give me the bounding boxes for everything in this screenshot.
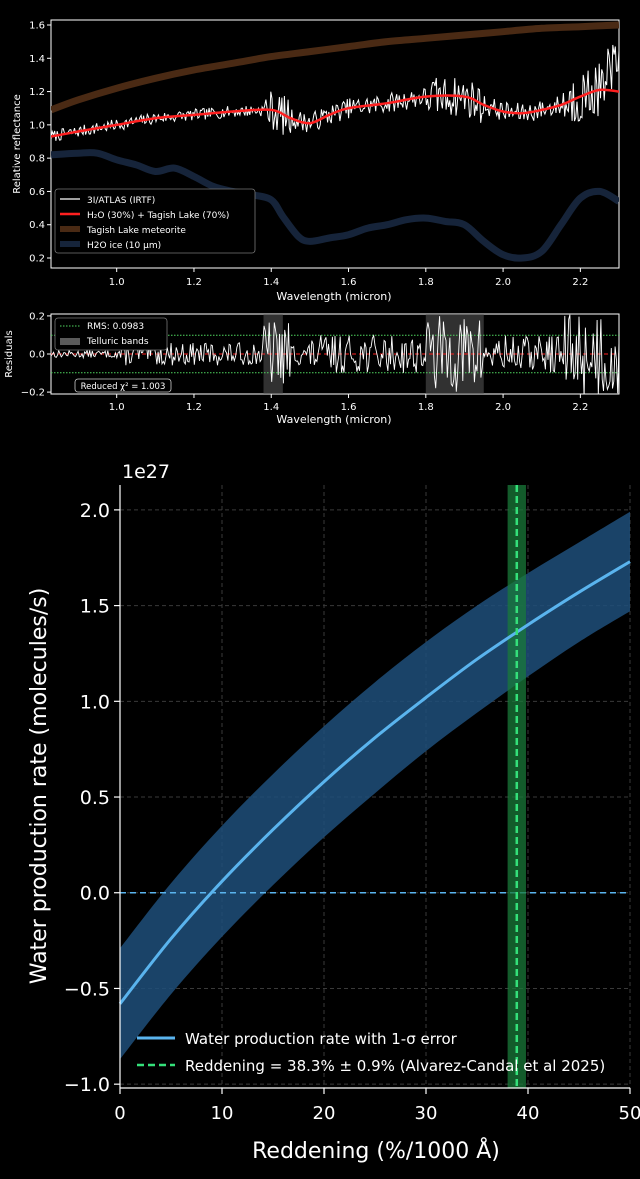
water-xtick-label: 40 xyxy=(517,1103,540,1124)
reflectance-xtick-label: 1.0 xyxy=(109,277,125,288)
water-error-band xyxy=(120,511,630,1060)
reflectance-xtick-label: 1.8 xyxy=(418,277,434,288)
h2o-ice-line xyxy=(51,149,619,262)
model-fit-line xyxy=(51,88,619,138)
residuals-xlabel: Wavelength (micron) xyxy=(276,413,391,426)
water-ytick-label: 0.5 xyxy=(80,787,110,809)
reflectance-legend-box xyxy=(54,188,256,254)
reflectance-curves xyxy=(51,21,619,262)
reflectance-ytick-label: 1.0 xyxy=(29,120,45,131)
residuals-legend: RMS: 0.0983 Telluric bands xyxy=(54,317,168,351)
residuals-panel: 1.0 1.2 1.4 1.6 1.8 2.0 2.2 −0.2 0.0 0.2 Wavelen… xyxy=(4,311,620,426)
water-xtick-label: 50 xyxy=(619,1103,640,1124)
reflectance-xtick-label: 1.4 xyxy=(263,277,279,288)
water-production-line xyxy=(118,560,631,1005)
water-xtick-label: 20 xyxy=(313,1103,336,1124)
reflectance-xtick-label: 1.2 xyxy=(186,277,202,288)
legend-label-model: H₂O (30%) + Tagish Lake (70%) xyxy=(87,211,229,221)
legend-label-reddening: Reddening = 38.3% ± 0.9% (Alvarez-Candal… xyxy=(185,1057,605,1075)
residuals-xtick-label: 1.8 xyxy=(418,402,434,413)
water-legend: Water production rate with 1-σ error Red… xyxy=(137,1030,605,1075)
residuals-ytick-label: 0.0 xyxy=(29,350,45,361)
residuals-xtick-label: 1.6 xyxy=(341,402,357,413)
reflectance-panel: 1.0 1.2 1.4 1.6 1.8 2.0 2.2 0.2 0.4 0.6 0.8 1.0 1.2… xyxy=(12,19,620,303)
water-ytick-label: −0.5 xyxy=(64,978,110,1000)
residuals-xtick-label: 1.4 xyxy=(263,402,279,413)
atlas-spectrum-line xyxy=(51,44,619,141)
legend-label-telluric: Telluric bands xyxy=(86,337,149,347)
legend-label-ice: H2O ice (10 μm) xyxy=(87,241,161,251)
water-production-panel: 0 10 20 30 40 50 −1.0 −0.5 0.0 0.5 1.0 1.5 2.0 1e27… xyxy=(27,461,640,1164)
water-ylabel: Water production rate (molecules/s) xyxy=(27,588,52,985)
reflectance-ytick-label: 1.2 xyxy=(29,87,45,98)
water-xtick-label: 30 xyxy=(415,1103,438,1124)
water-ytick-label: 2.0 xyxy=(80,500,110,522)
water-ytick-label: 1.5 xyxy=(80,596,110,618)
residuals-ytick-label: 0.2 xyxy=(29,311,45,322)
reflectance-xtick-label: 2.0 xyxy=(495,277,511,288)
residuals-xtick-label: 1.0 xyxy=(109,402,125,413)
reflectance-ylabel: Relative reflectance xyxy=(12,94,23,194)
chi-square-annotation: Reduced χ² = 1.003 xyxy=(81,382,166,392)
water-ytick-label: 1.0 xyxy=(80,691,110,713)
reflectance-ytick-label: 0.6 xyxy=(29,187,45,198)
reflectance-ytick-label: 0.2 xyxy=(29,254,45,265)
reflectance-ytick-label: 1.6 xyxy=(29,20,45,31)
legend-swatch-telluric xyxy=(60,338,80,345)
residuals-xtick-label: 1.2 xyxy=(186,402,202,413)
residuals-legend-box xyxy=(54,317,168,351)
tagish-lake-line xyxy=(51,21,619,114)
reflectance-ytick-label: 1.4 xyxy=(29,54,45,65)
offset-label: 1e27 xyxy=(122,461,170,483)
legend-label-tagish: Tagish Lake meteorite xyxy=(86,226,186,236)
telluric-band xyxy=(425,314,484,394)
residuals-curves xyxy=(51,314,619,394)
legend-label-atlas: 3I/ATLAS (IRTF) xyxy=(87,196,155,206)
reflectance-ytick-label: 0.8 xyxy=(29,154,45,165)
residuals-ylabel: Residuals xyxy=(4,330,15,377)
reflectance-xlabel: Wavelength (micron) xyxy=(276,290,391,303)
legend-label-water: Water production rate with 1-σ error xyxy=(185,1030,458,1048)
reflectance-xtick-label: 2.2 xyxy=(572,277,588,288)
water-xtick-label: 0 xyxy=(114,1103,125,1124)
residuals-xtick-label: 2.2 xyxy=(572,402,588,413)
chi-square-box xyxy=(74,378,172,393)
reflectance-xtick-label: 1.6 xyxy=(341,277,357,288)
legend-label-rms: RMS: 0.0983 xyxy=(87,322,144,332)
residuals-ytick-label: −0.2 xyxy=(21,388,45,399)
reflectance-ytick-label: 0.4 xyxy=(29,220,45,231)
water-ytick-label: −1.0 xyxy=(64,1074,110,1096)
water-xlabel: Reddening (%/1000 Å) xyxy=(252,1137,500,1164)
reflectance-legend: 3I/ATLAS (IRTF) H₂O (30%) + Tagish Lake … xyxy=(54,188,256,254)
residuals-xtick-label: 2.0 xyxy=(495,402,511,413)
water-ytick-label: 0.0 xyxy=(80,883,110,905)
water-xtick-label: 10 xyxy=(211,1103,234,1124)
